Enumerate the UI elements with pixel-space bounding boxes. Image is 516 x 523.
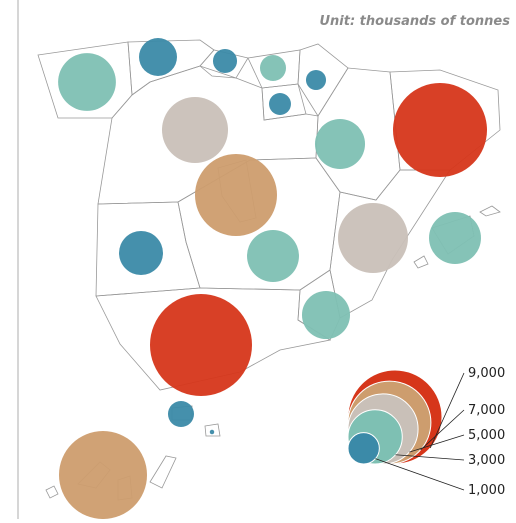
bubble (305, 69, 327, 91)
legend-bubble (347, 432, 380, 465)
legend-label: 1,000 (468, 483, 505, 498)
bubble (301, 290, 351, 340)
legend-label: 3,000 (468, 453, 505, 468)
legend-label: 5,000 (468, 428, 505, 443)
bubble (167, 400, 195, 428)
bubble (314, 118, 366, 170)
bubble (139, 38, 177, 76)
bubble (58, 430, 148, 520)
legend-leader (409, 434, 465, 453)
bubble (209, 429, 215, 435)
bubble (119, 231, 163, 275)
bubble (247, 230, 299, 282)
bubble (161, 96, 229, 164)
legend-label: 7,000 (468, 403, 505, 418)
legend-leader (420, 409, 465, 451)
legend-leader (375, 458, 465, 491)
legend: 9,000 7,000 5,000 3,000 1,000 (347, 366, 505, 498)
bubbles (58, 38, 487, 520)
bubble (429, 212, 481, 264)
legend-leader (395, 454, 465, 461)
bubble (269, 93, 291, 115)
subtitle: Unit: thousands of tonnes (319, 14, 510, 29)
bubble (212, 48, 238, 74)
legend-label: 9,000 (468, 366, 505, 381)
bubble (393, 83, 487, 177)
bubble (149, 293, 253, 397)
bubble (338, 203, 408, 273)
bubble (259, 54, 287, 82)
bubble (58, 53, 116, 111)
bubble (194, 153, 278, 237)
